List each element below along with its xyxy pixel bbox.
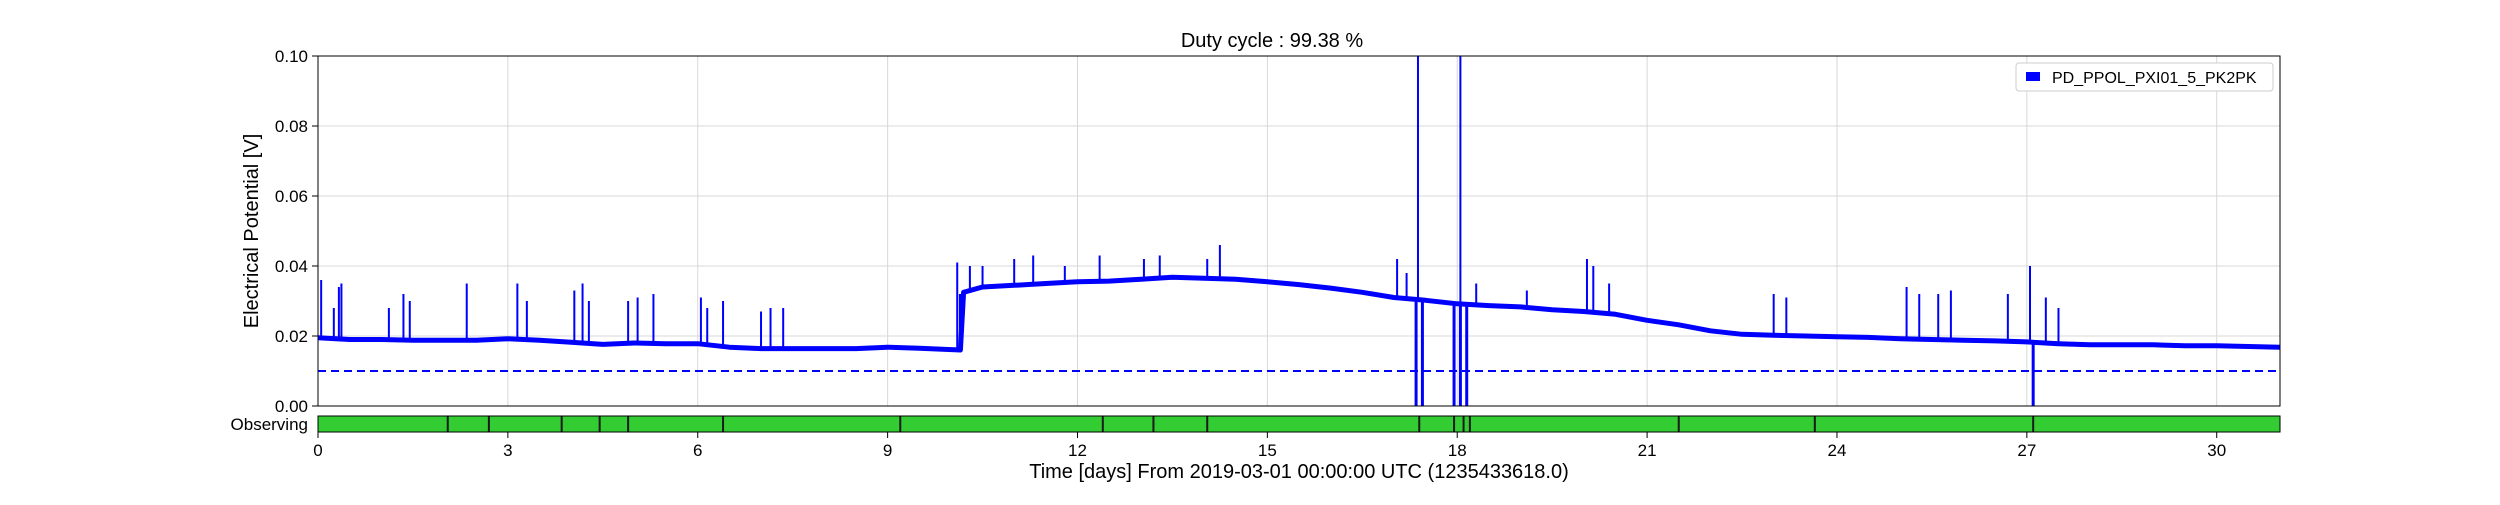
segment-frame (317, 415, 2281, 433)
x-tick-label: 3 (503, 441, 512, 460)
segment-gap (560, 416, 563, 432)
chart-title: Duty cycle : 99.38 % (1181, 30, 1364, 52)
series-line (317, 274, 2281, 353)
plot-area-frame (317, 55, 2281, 407)
y-tick-label: 0.02 (275, 327, 308, 346)
x-tick-label: 18 (1448, 441, 1467, 460)
y-axis: 0.00 0.02 0.04 0.06 0.08 0.10 (275, 47, 318, 416)
series-layer (317, 56, 2281, 406)
segment-gap (627, 416, 630, 432)
x-tick-label: 27 (2017, 441, 2036, 460)
segment-gap (1462, 416, 1465, 432)
x-axis-label: Time [days] From 2019-03-01 00:00:00 UTC… (1029, 461, 1569, 483)
x-tick-label: 12 (1068, 441, 1087, 460)
segment-gap (1453, 416, 1456, 432)
observing-segment-bar: Observing (231, 415, 2281, 434)
legend-label: PD_PPOL_PXI01_5_PK2PK (2052, 70, 2257, 87)
segment-gap (487, 416, 490, 432)
y-tick-label: 0.00 (275, 397, 308, 416)
x-tick-label: 9 (883, 441, 892, 460)
x-tick-label: 21 (1638, 441, 1657, 460)
segment-active (318, 416, 2280, 432)
segment-gap (899, 416, 902, 432)
segment-bar-label: Observing (231, 415, 308, 434)
y-tick-label: 0.08 (275, 117, 308, 136)
y-tick-label: 0.06 (275, 187, 308, 206)
grid-lines (317, 55, 2280, 407)
x-axis: 0 3 6 9 12 15 18 21 24 27 30 (313, 432, 2226, 460)
segment-gap (446, 416, 449, 432)
segment-gap (1152, 416, 1155, 432)
y-axis-label: Electrical Potential [V] (241, 134, 263, 329)
legend-swatch (2026, 72, 2040, 81)
segment-gap (1813, 416, 1816, 432)
y-tick-label: 0.10 (275, 47, 308, 66)
segment-gap (598, 416, 601, 432)
segment-gap (2032, 416, 2035, 432)
segment-gap (1101, 416, 1104, 432)
segment-gap (1677, 416, 1680, 432)
x-tick-label: 30 (2207, 441, 2226, 460)
x-tick-label: 6 (693, 441, 702, 460)
segment-gap (1468, 416, 1471, 432)
x-tick-label: 15 (1258, 441, 1277, 460)
segment-gap (722, 416, 725, 432)
segment-gap (1206, 416, 1209, 432)
x-tick-label: 24 (1828, 441, 1847, 460)
segment-gap (1418, 416, 1421, 432)
legend-box (2015, 62, 2274, 92)
y-tick-label: 0.04 (275, 257, 308, 276)
x-tick-label: 0 (313, 441, 322, 460)
legend: PD_PPOL_PXI01_5_PK2PK (2015, 62, 2274, 92)
